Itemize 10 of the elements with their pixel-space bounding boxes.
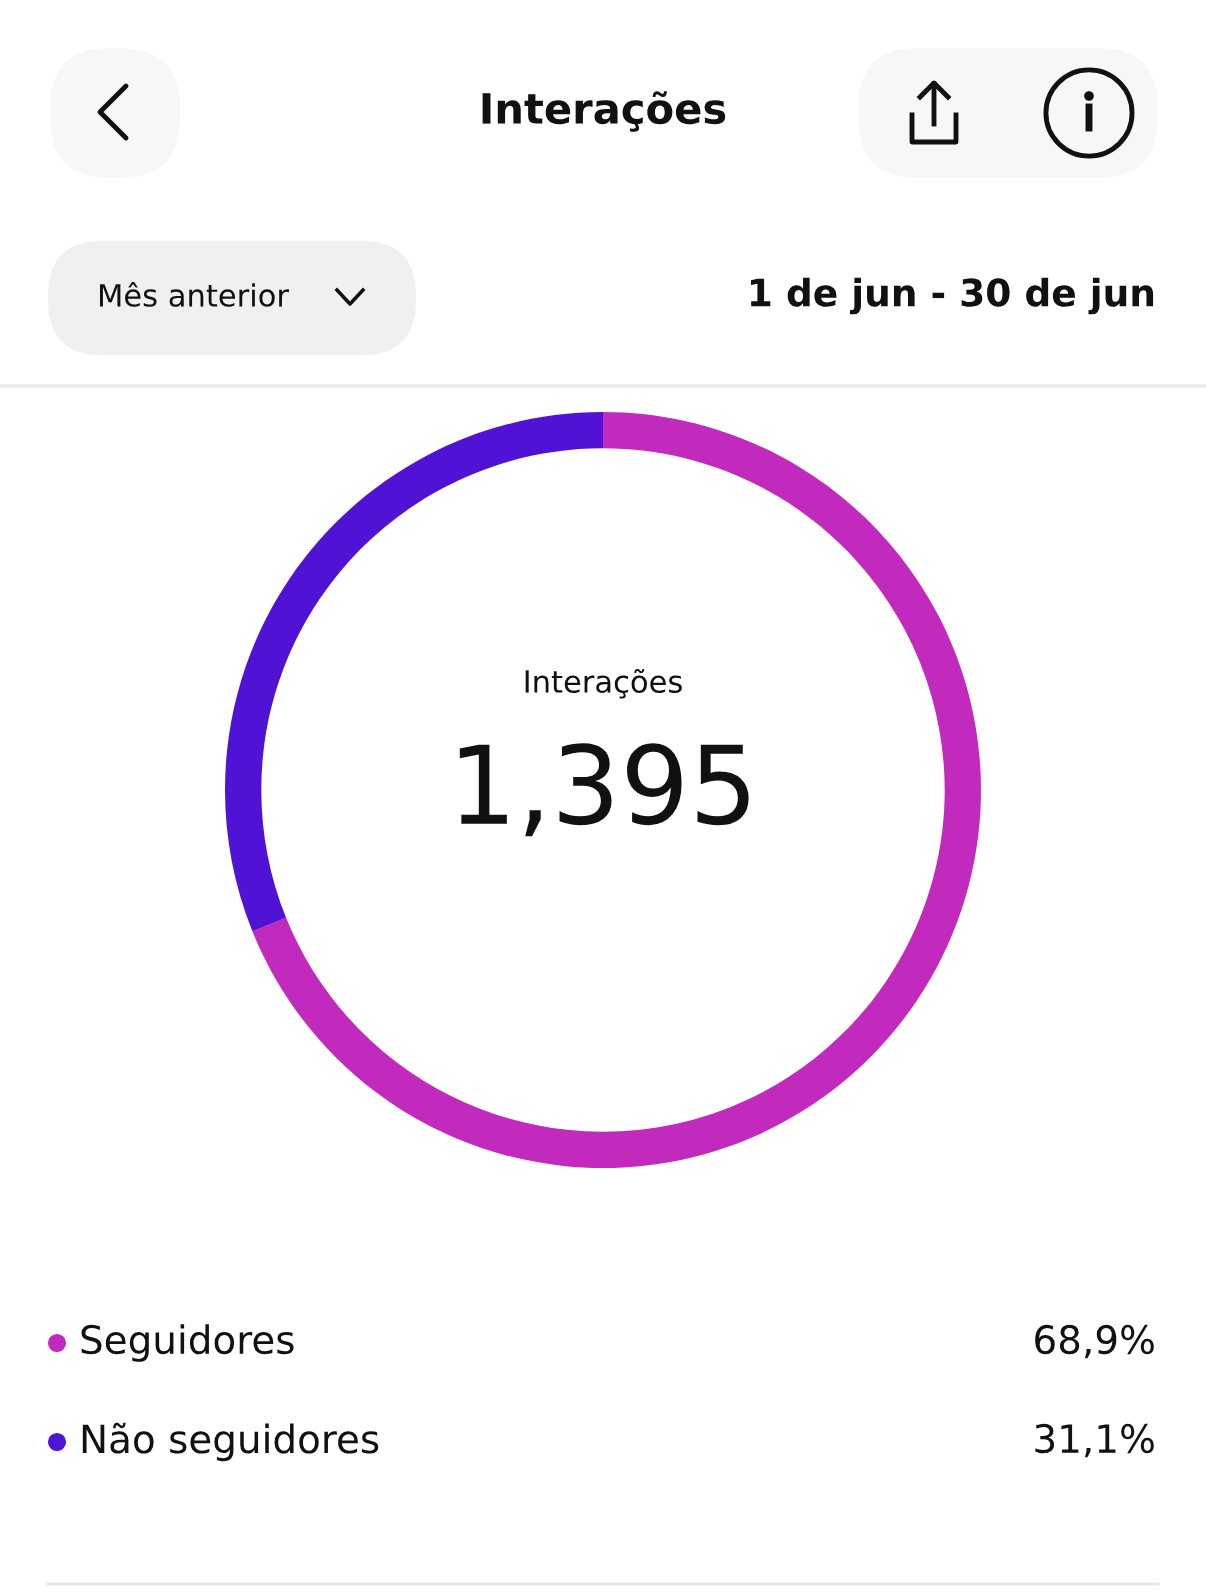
- donut-slice: [252, 412, 981, 1168]
- chart-title: Interações: [482, 91, 726, 132]
- data-label: 68,9%: [1035, 1324, 1154, 1359]
- legend-label: Não seguidores: [82, 1422, 379, 1462]
- text: Mês anterior: [100, 281, 289, 307]
- text: Interações: [525, 668, 682, 699]
- data-label: 31,1%: [1035, 1423, 1154, 1458]
- text: 1,395: [459, 743, 749, 837]
- chart-subtitle: 1 de jun - 30 de jun: [751, 277, 1154, 315]
- legend-label: Seguidores: [81, 1324, 294, 1362]
